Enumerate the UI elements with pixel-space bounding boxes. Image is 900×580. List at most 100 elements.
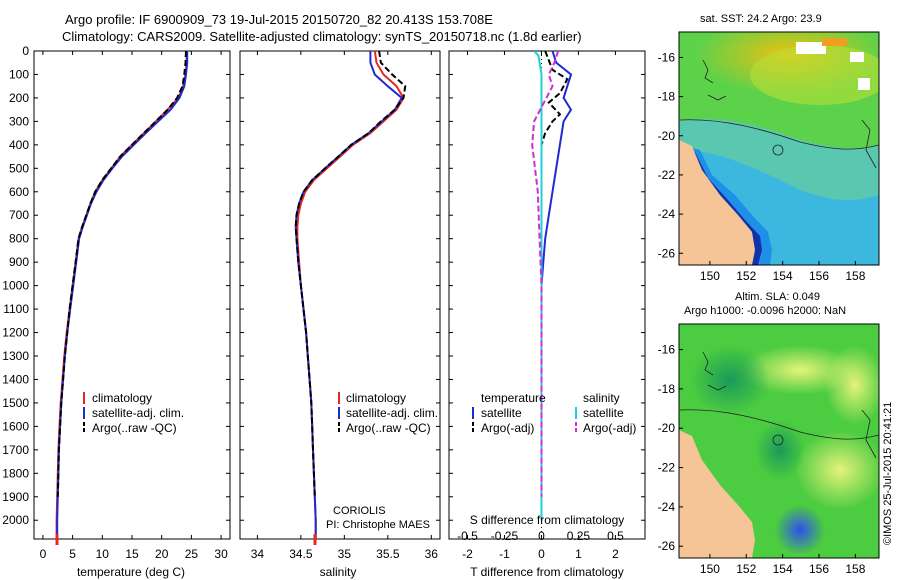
legend-label-climatology: climatology — [346, 391, 406, 405]
imos-credit: ©IMOS 25-Jul-2015 20:41:21 — [882, 401, 894, 545]
y-tick-label: 100 — [9, 67, 29, 81]
x-tick-label: -2 — [462, 547, 473, 561]
figure-title-line1: Argo profile: IF 6900909_73 19-Jul-2015 … — [65, 12, 493, 27]
y-tick-label: 200 — [9, 91, 29, 105]
map-x-tick-label: 154 — [773, 562, 793, 576]
temperature-legend: climatology satellite-adj. clim. Argo(..… — [83, 391, 184, 435]
y-tick-label: 400 — [9, 138, 29, 152]
y-tick-label: 1800 — [2, 466, 29, 480]
s-tick-label: 0.25 — [567, 529, 591, 543]
map-y-tick-label: -26 — [658, 539, 676, 553]
x-tick-label: 1 — [575, 547, 582, 561]
temperature-axes — [33, 50, 231, 540]
x-tick-label: 5 — [69, 547, 76, 561]
legend-label-satellite: satellite-adj. clim. — [92, 406, 184, 420]
legend-title-temperature: temperature — [481, 391, 546, 405]
annotation-coriolis: CORIOLIS — [333, 505, 386, 517]
y-tick-label: 700 — [9, 208, 29, 222]
map-x-tick-label: 156 — [809, 269, 829, 283]
map-x-tick-label: 150 — [700, 269, 720, 283]
x-tick-label: 30 — [214, 547, 228, 561]
x-tick-label: 34.5 — [289, 547, 313, 561]
sst-map-frame — [678, 31, 880, 266]
difference-axes — [448, 50, 646, 540]
y-tick-label: 0 — [22, 44, 29, 58]
map-x-tick-label: 152 — [736, 562, 756, 576]
y-tick-label: 500 — [9, 161, 29, 175]
legend-label-satellite: satellite-adj. clim. — [346, 406, 438, 420]
x-tick-label: 15 — [125, 547, 139, 561]
y-tick-label: 1100 — [3, 302, 29, 316]
y-tick-label: 600 — [9, 185, 29, 199]
y-tick-label: 1000 — [2, 279, 29, 293]
x-tick-label: 34 — [251, 547, 265, 561]
s-tick-label: 0.5 — [607, 529, 624, 543]
y-tick-label: 1600 — [2, 419, 29, 433]
salinity-axes — [239, 50, 441, 540]
x-tick-label: 10 — [96, 547, 110, 561]
map-y-tick-label: -18 — [658, 90, 676, 104]
sla-map — [679, 324, 879, 558]
x-tick-label: 0 — [538, 547, 545, 561]
annotation-pi: PI: Christophe MAES — [326, 519, 430, 531]
s-tick-label: -0.25 — [491, 529, 519, 543]
legend-label-climatology: climatology — [92, 391, 152, 405]
map-y-tick-label: -20 — [658, 129, 676, 143]
legend-label-argo: Argo(..raw -QC) — [92, 421, 177, 435]
x-tick-label: 35 — [338, 547, 352, 561]
map-x-tick-label: 158 — [845, 562, 865, 576]
y-tick-label: 300 — [9, 114, 29, 128]
y-tick-label: 1400 — [2, 372, 29, 386]
salinity-legend: climatology satellite-adj. clim. Argo(..… — [338, 391, 438, 435]
sla-map-frame — [678, 323, 880, 559]
legend-label-s-argo: Argo(-adj) — [583, 421, 636, 435]
series-line-s-satellite — [533, 51, 543, 521]
map-y-tick-label: -20 — [658, 421, 676, 435]
map-y-tick-label: -16 — [658, 50, 676, 64]
x-tick-label: 25 — [185, 547, 199, 561]
sla-map-subtitle: Argo h1000: -0.0096 h2000: NaN — [684, 305, 847, 317]
map-x-tick-label: 156 — [809, 562, 829, 576]
s-diff-xlabel: S difference from climatology — [470, 513, 625, 527]
map-x-tick-label: 150 — [700, 562, 720, 576]
map-y-tick-label: -22 — [658, 168, 676, 182]
series-line-s-argo-adj- — [531, 51, 560, 497]
map-y-tick-label: -26 — [658, 246, 676, 260]
x-tick-label: 35.5 — [376, 547, 400, 561]
map-y-tick-label: -18 — [658, 382, 676, 396]
y-tick-label: 2000 — [2, 513, 29, 527]
y-tick-label: 1900 — [2, 490, 29, 504]
sla-map-title: Altim. SLA: 0.049 — [735, 291, 820, 303]
map-y-tick-label: -24 — [658, 500, 676, 514]
series-line-argo-raw-qc- — [56, 51, 187, 497]
x-tick-label: 2 — [612, 547, 619, 561]
sst-map-title: sat. SST: 24.2 Argo: 23.9 — [700, 13, 822, 25]
map-y-tick-label: -24 — [658, 207, 676, 221]
salinity-xlabel: salinity — [320, 565, 357, 579]
map-x-tick-label: 152 — [736, 269, 756, 283]
legend-label-argo: Argo(..raw -QC) — [346, 421, 431, 435]
y-tick-label: 1700 — [2, 443, 29, 457]
legend-label-t-argo: Argo(-adj) — [481, 421, 534, 435]
x-tick-label: 36 — [425, 547, 439, 561]
map-y-tick-label: -16 — [658, 343, 676, 357]
x-tick-label: 20 — [155, 547, 169, 561]
x-tick-label: -1 — [499, 547, 510, 561]
temperature-xlabel: temperature (deg C) — [77, 565, 185, 579]
x-tick-label: 0 — [40, 547, 47, 561]
y-tick-label: 800 — [9, 232, 29, 246]
map-x-tick-label: 154 — [773, 269, 793, 283]
s-tick-label: -0.5 — [457, 529, 478, 543]
t-diff-xlabel: T difference from climatology — [470, 565, 624, 579]
difference-legend: temperature salinity satellite Argo(-adj… — [472, 391, 636, 435]
y-tick-label: 1200 — [2, 326, 29, 340]
map-x-tick-label: 158 — [845, 269, 865, 283]
series-line-t-argo-adj- — [540, 51, 569, 497]
sst-map — [679, 32, 879, 265]
figure-title-line2: Climatology: CARS2009. Satellite-adjuste… — [62, 29, 582, 44]
y-tick-label: 1500 — [2, 396, 29, 410]
series-line-argo-raw-qc- — [294, 51, 407, 497]
legend-label-t-satellite: satellite — [481, 406, 522, 420]
y-tick-label: 1300 — [2, 349, 29, 363]
legend-label-s-satellite: satellite — [583, 406, 624, 420]
